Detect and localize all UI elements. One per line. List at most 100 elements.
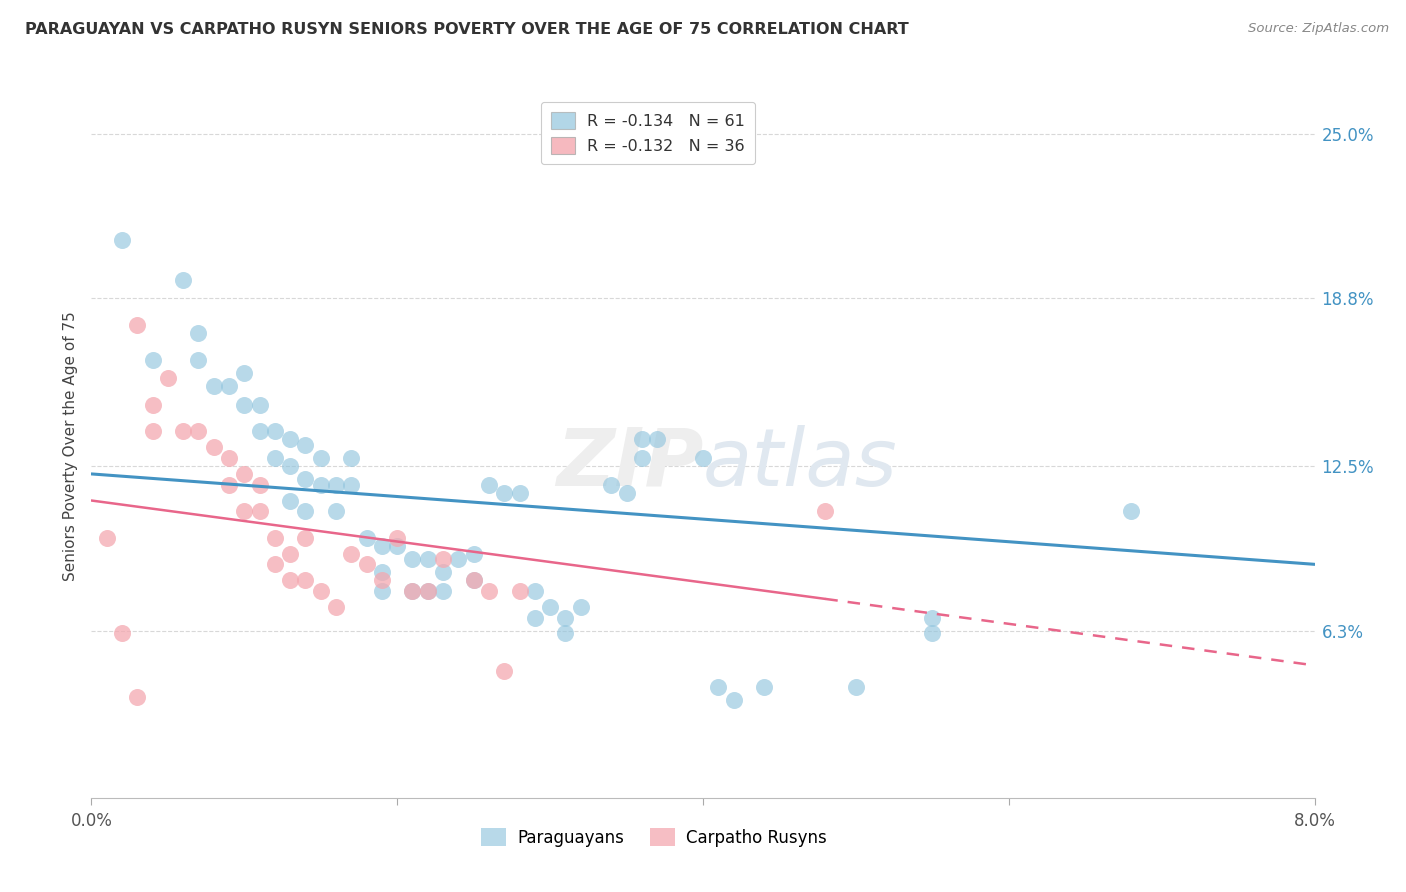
- Point: [554, 610, 576, 624]
- Point: [600, 477, 623, 491]
- Point: [111, 233, 134, 247]
- Point: [294, 504, 316, 518]
- Point: [233, 504, 256, 518]
- Point: [294, 574, 316, 588]
- Point: [96, 531, 118, 545]
- Text: PARAGUAYAN VS CARPATHO RUSYN SENIORS POVERTY OVER THE AGE OF 75 CORRELATION CHAR: PARAGUAYAN VS CARPATHO RUSYN SENIORS POV…: [25, 22, 910, 37]
- Point: [416, 583, 439, 598]
- Legend: Paraguayans, Carpatho Rusyns: Paraguayans, Carpatho Rusyns: [474, 822, 834, 854]
- Point: [278, 493, 301, 508]
- Point: [141, 425, 163, 439]
- Point: [494, 664, 516, 678]
- Point: [416, 583, 439, 598]
- Point: [233, 398, 256, 412]
- Point: [156, 371, 179, 385]
- Point: [463, 574, 485, 588]
- Point: [309, 477, 332, 491]
- Point: [385, 531, 409, 545]
- Point: [509, 583, 531, 598]
- Point: [371, 574, 394, 588]
- Point: [264, 558, 287, 572]
- Point: [294, 438, 316, 452]
- Point: [616, 485, 638, 500]
- Point: [630, 450, 652, 465]
- Point: [340, 450, 363, 465]
- Point: [371, 539, 394, 553]
- Point: [416, 552, 439, 566]
- Point: [401, 583, 423, 598]
- Point: [202, 440, 225, 454]
- Point: [264, 450, 287, 465]
- Point: [218, 450, 240, 465]
- Point: [233, 467, 256, 481]
- Point: [569, 599, 592, 614]
- Point: [921, 610, 943, 624]
- Point: [371, 583, 394, 598]
- Point: [707, 680, 730, 694]
- Point: [845, 680, 868, 694]
- Point: [463, 547, 485, 561]
- Point: [294, 472, 316, 486]
- Point: [218, 379, 240, 393]
- Point: [371, 566, 394, 580]
- Point: [218, 477, 240, 491]
- Point: [202, 379, 225, 393]
- Point: [723, 693, 745, 707]
- Point: [523, 583, 546, 598]
- Point: [278, 547, 301, 561]
- Point: [432, 583, 454, 598]
- Point: [554, 626, 576, 640]
- Point: [645, 433, 668, 447]
- Point: [432, 566, 454, 580]
- Point: [294, 531, 316, 545]
- Point: [278, 458, 301, 473]
- Point: [340, 477, 363, 491]
- Point: [187, 352, 209, 367]
- Text: ZIP: ZIP: [555, 425, 703, 502]
- Point: [249, 504, 271, 518]
- Point: [127, 318, 149, 332]
- Point: [447, 552, 470, 566]
- Text: Source: ZipAtlas.com: Source: ZipAtlas.com: [1249, 22, 1389, 36]
- Point: [754, 680, 776, 694]
- Point: [432, 552, 454, 566]
- Point: [814, 504, 837, 518]
- Point: [401, 583, 423, 598]
- Point: [127, 690, 149, 705]
- Point: [249, 398, 271, 412]
- Point: [233, 366, 256, 380]
- Point: [692, 450, 714, 465]
- Point: [538, 599, 561, 614]
- Point: [264, 425, 287, 439]
- Point: [172, 273, 194, 287]
- Point: [249, 425, 271, 439]
- Point: [278, 433, 301, 447]
- Point: [325, 599, 347, 614]
- Point: [385, 539, 409, 553]
- Point: [325, 504, 347, 518]
- Point: [921, 626, 943, 640]
- Point: [249, 477, 271, 491]
- Point: [309, 583, 332, 598]
- Point: [340, 547, 363, 561]
- Point: [509, 485, 531, 500]
- Point: [463, 574, 485, 588]
- Point: [141, 352, 163, 367]
- Text: atlas: atlas: [703, 425, 898, 502]
- Point: [172, 425, 194, 439]
- Point: [401, 552, 423, 566]
- Point: [494, 485, 516, 500]
- Point: [278, 574, 301, 588]
- Point: [309, 450, 332, 465]
- Point: [141, 398, 163, 412]
- Point: [1121, 504, 1143, 518]
- Point: [356, 558, 378, 572]
- Y-axis label: Seniors Poverty Over the Age of 75: Seniors Poverty Over the Age of 75: [62, 311, 77, 581]
- Point: [523, 610, 546, 624]
- Point: [187, 425, 209, 439]
- Point: [264, 531, 287, 545]
- Point: [478, 477, 501, 491]
- Point: [111, 626, 134, 640]
- Point: [478, 583, 501, 598]
- Point: [325, 477, 347, 491]
